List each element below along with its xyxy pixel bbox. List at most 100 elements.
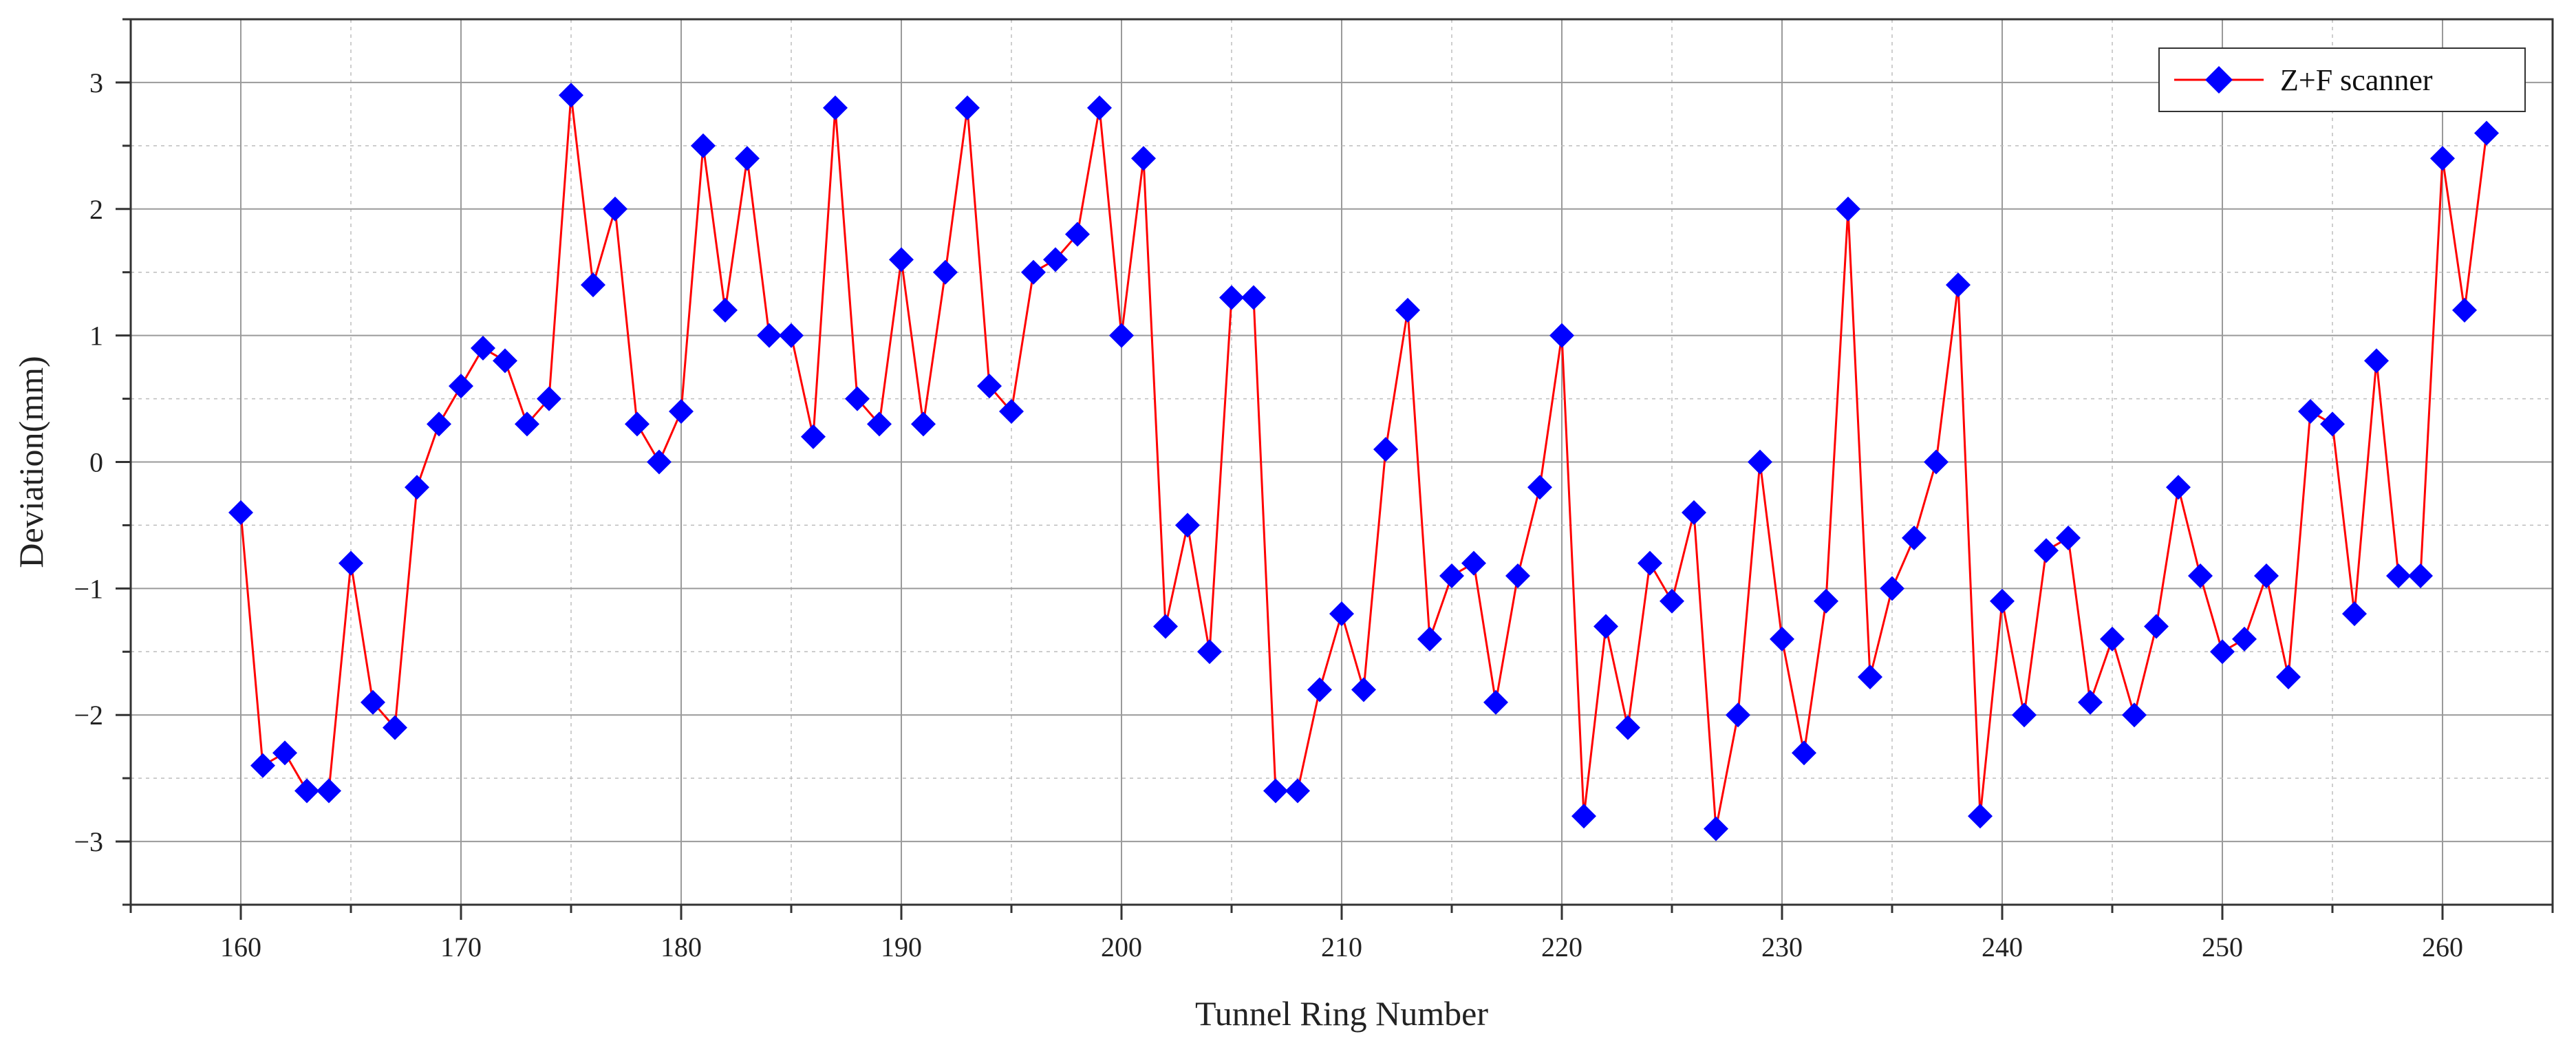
data-point [955,95,980,120]
data-point [1593,614,1618,639]
x-tick-label: 180 [661,932,702,962]
data-point [1726,702,1750,728]
data-point [669,398,694,424]
data-point [228,500,253,526]
data-point [1241,285,1266,310]
data-point [581,272,605,298]
data-point [2342,601,2367,627]
x-tick-label: 210 [1321,932,1362,962]
data-point [1417,626,1442,652]
y-tick-label: 2 [89,194,103,225]
data-point [316,778,341,804]
data-point [1483,689,1508,715]
data-point [2056,525,2081,550]
data-point [845,386,870,411]
data-point [1439,563,1464,588]
data-point [1307,677,1332,702]
data-point [1924,449,1949,475]
data-point [1131,146,1156,171]
data-point [1858,665,1882,690]
data-point [1395,297,1420,323]
data-point [735,146,760,171]
data-point [867,411,892,437]
data-point [1527,475,1552,500]
data-point [449,374,473,399]
y-tick-label: −1 [74,573,103,604]
data-point [2364,348,2389,374]
data-point [1197,639,1222,665]
data-point [272,740,297,766]
data-point [2276,665,2301,690]
x-tick-label: 240 [1982,932,2023,962]
data-point [1770,626,1794,652]
data-point [2188,563,2213,588]
data-point [2386,563,2411,588]
data-point [1087,95,1112,120]
data-point [1065,222,1090,247]
data-point [2320,411,2345,437]
data-point [1505,563,1530,588]
x-tick-label: 170 [440,932,482,962]
data-point [1946,272,1971,298]
y-tick-label: −3 [74,826,103,857]
data-point [1660,588,1684,614]
data-point [2078,689,2103,715]
data-point [691,133,716,158]
data-point [647,449,672,475]
y-tick-label: 1 [89,321,103,352]
data-point [911,411,936,437]
data-point [1704,816,1728,841]
data-point [801,424,826,449]
data-point [515,411,539,437]
data-point [889,247,914,272]
legend-label: Z+F scanner [2280,63,2433,97]
y-axis-title: Deviation(mm) [12,356,50,568]
data-point [559,83,583,108]
data-point [427,411,451,437]
series-layer [228,83,2499,841]
x-tick-label: 220 [1541,932,1582,962]
data-point [383,715,407,740]
data-point [405,475,429,500]
x-tick-label: 200 [1101,932,1142,962]
data-point [471,336,495,361]
data-point [1792,740,1816,766]
data-point [1814,588,1838,614]
x-tick-label: 230 [1761,932,1803,962]
legend-marker [2205,66,2233,94]
x-tick-label: 260 [2422,932,2463,962]
data-point [2144,614,2169,639]
data-point [2122,702,2147,728]
data-point [1329,601,1354,627]
axis-ticks: 160 170 180 190 200 210 220 230 240 250 260 −3 −2 −1 0… [74,18,2554,962]
data-point [1902,525,1926,550]
x-tick-label: 250 [2202,932,2243,962]
data-point [1373,437,1398,462]
data-point [2210,639,2235,665]
data-point [2452,297,2477,323]
data-point [1109,323,1134,348]
data-point [2012,702,2037,728]
data-point [757,323,782,348]
data-point [1021,259,1046,285]
data-point [999,398,1024,424]
data-point [1638,550,1662,576]
data-point [933,259,958,285]
x-tick-label: 190 [881,932,922,962]
data-point [2034,538,2059,563]
data-point [1748,449,1772,475]
data-point [1616,715,1640,740]
data-point [1263,778,1288,804]
data-point [1043,247,1068,272]
data-point [2232,626,2257,652]
data-point [1175,513,1200,538]
data-point [1836,196,1860,222]
x-axis-title: Tunnel Ring Number [1195,994,1488,1033]
y-tick-label: 0 [89,447,103,478]
data-point [977,374,1002,399]
data-point [339,550,363,576]
data-point [1880,576,1904,601]
data-point [1549,323,1574,348]
